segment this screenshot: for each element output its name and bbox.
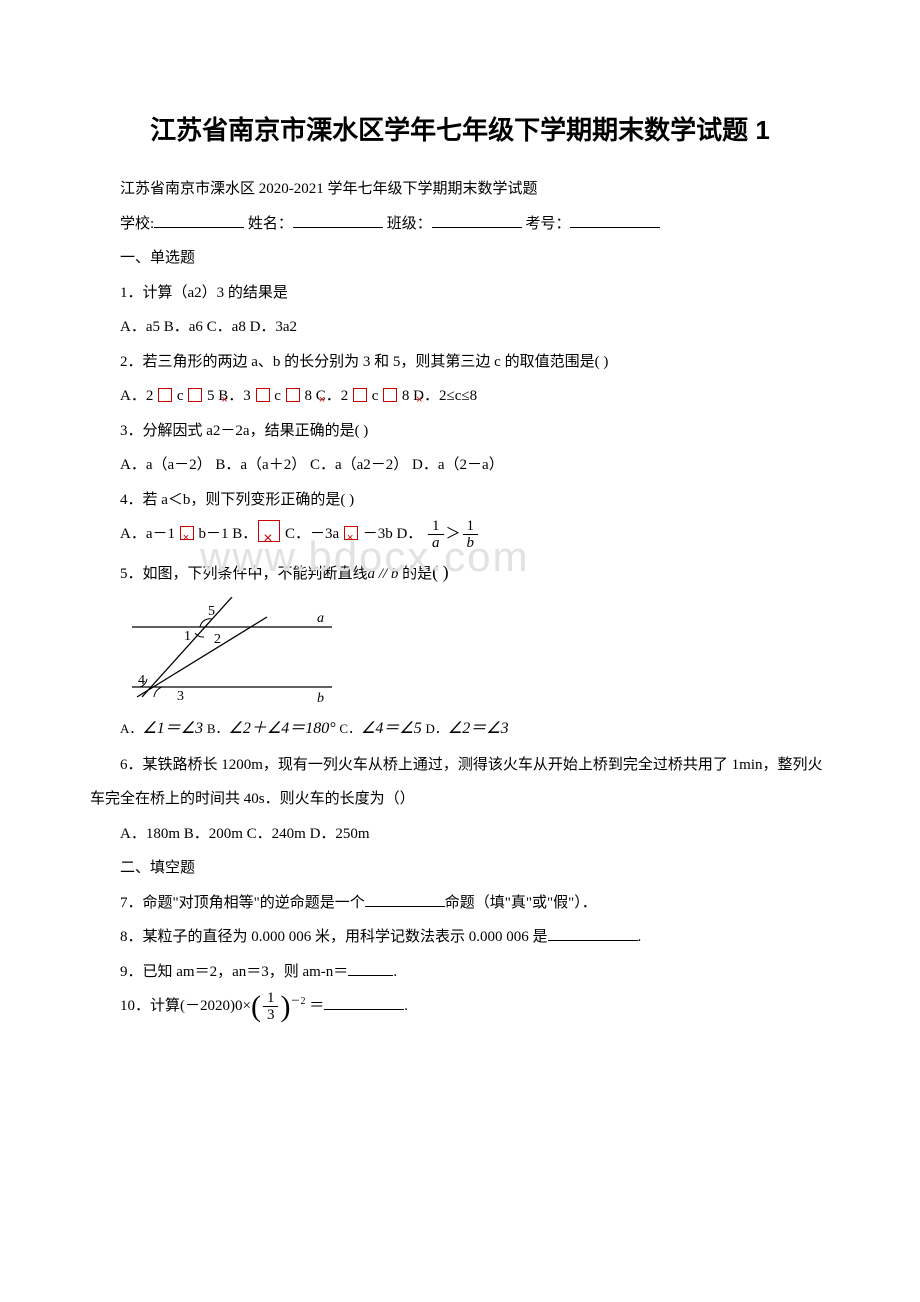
examno-blank bbox=[570, 211, 660, 228]
fraction-1-over-b: 1b bbox=[463, 518, 479, 552]
q2-opt-a-pre: A．2 bbox=[120, 388, 157, 404]
broken-icon bbox=[158, 388, 172, 402]
angle-3: 3 bbox=[177, 689, 184, 702]
q9-pre: 9．已知 am＝2，an＝3，则 am-n＝ bbox=[120, 964, 348, 980]
frac-num: 1 bbox=[428, 518, 444, 536]
q3-stem: 3．分解因式 a2－2a，结果正确的是( ) bbox=[90, 414, 830, 449]
angle-1: 1 bbox=[184, 629, 191, 644]
examno-label: 考号： bbox=[525, 216, 570, 232]
frac-den: 3 bbox=[263, 1007, 279, 1024]
exponent: －2 bbox=[290, 996, 305, 1007]
fraction-1-over-a: 1a bbox=[428, 518, 444, 552]
q8-blank bbox=[548, 925, 638, 942]
section2-title: 二、填空题 bbox=[90, 851, 830, 886]
q5-opt-c-lbl: C． bbox=[339, 721, 361, 736]
q8-pre: 8．某粒子的直径为 0.000 006 米，用科学记数法表示 0.000 006… bbox=[120, 929, 548, 945]
q10-post: . bbox=[404, 998, 408, 1014]
class-label: 班级： bbox=[387, 216, 432, 232]
q10-pre: 10．计算(－2020)0× bbox=[120, 998, 251, 1014]
frac-den: a bbox=[428, 535, 444, 552]
q5-opt-d: ∠2＝∠3 bbox=[448, 720, 509, 737]
left-paren-icon: ( bbox=[251, 992, 261, 1022]
q9-post: . bbox=[393, 964, 397, 980]
right-paren-icon: ) bbox=[280, 992, 290, 1022]
q2-stem: 2．若三角形的两边 a、b 的长分别为 3 和 5，则其第三边 c 的取值范围是… bbox=[90, 345, 830, 380]
school-label: 学校: bbox=[120, 216, 154, 232]
q5-opt-a: ∠1＝∠3 bbox=[142, 720, 203, 737]
q10-eq: ＝ bbox=[305, 998, 324, 1014]
class-blank bbox=[432, 211, 522, 228]
q10: 10．计算(－2020)0×(13)－2 ＝. bbox=[120, 989, 830, 1024]
broken-icon bbox=[256, 388, 270, 402]
frac-den: b bbox=[463, 535, 479, 552]
q4-opt-a-post: b－1 B． bbox=[195, 526, 258, 542]
broken-icon bbox=[286, 388, 300, 402]
name-blank bbox=[293, 211, 383, 228]
transversal-2 bbox=[137, 617, 267, 697]
q2-opts: A．2 c 5 B．3 c 8 C．2 c 8 D．2≤c≤8 bbox=[90, 379, 830, 414]
section1-title: 一、单选题 bbox=[90, 241, 830, 276]
q4-opt-c-pre: C．－3a bbox=[281, 526, 343, 542]
q8: 8．某粒子的直径为 0.000 006 米，用科学记数法表示 0.000 006… bbox=[90, 920, 830, 955]
q4-opt-c-post: －3b D． bbox=[359, 526, 422, 542]
label-a: a bbox=[317, 611, 324, 626]
arc-3 bbox=[154, 687, 162, 697]
q1-stem: 1．计算（a2）3 的结果是 bbox=[90, 276, 830, 311]
q5-stem-pre: 5．如图，下列条件中，不能判断直线 bbox=[120, 566, 368, 582]
q5-stem: 5．如图，下列条件中，不能判断直线a // b 的是( ) bbox=[90, 552, 830, 593]
q6-stem: 6．某铁路桥长 1200m，现有一列火车从桥上通过，测得该火车从开始上桥到完全过… bbox=[90, 748, 830, 817]
frac-num: 1 bbox=[463, 518, 479, 536]
label-b: b bbox=[317, 691, 324, 702]
q5-opts: A．∠1＝∠3 B．∠2＋∠4＝180° C．∠4＝∠5 D．∠2＝∠3 bbox=[120, 711, 830, 748]
broken-icon bbox=[383, 388, 397, 402]
q6-opts: A．180m B．200m C．240m D．250m bbox=[90, 817, 830, 852]
q5-paren: ( ) bbox=[432, 562, 449, 582]
q7-pre: 7．命题"对顶角相等"的逆命题是一个 bbox=[120, 895, 365, 911]
q5-cond: a // b bbox=[368, 566, 399, 582]
q3-opts: A．a（a－2） B．a（a＋2） C．a（a2－2） D．a（2－a） bbox=[90, 448, 830, 483]
frac-num: 1 bbox=[263, 990, 279, 1008]
broken-icon bbox=[258, 520, 280, 542]
q9-blank bbox=[348, 959, 393, 976]
q9: 9．已知 am＝2，an＝3，则 am-n＝. bbox=[90, 955, 830, 990]
gt-sign: ＞ bbox=[446, 526, 461, 542]
school-blank bbox=[154, 211, 244, 228]
q5-opt-b-lbl: B． bbox=[207, 721, 229, 736]
q10-blank bbox=[324, 994, 404, 1011]
name-label: 姓名： bbox=[248, 216, 293, 232]
subtitle: 江苏省南京市溧水区 2020-2021 学年七年级下学期期末数学试题 bbox=[90, 172, 830, 207]
q5-opt-b: ∠2＋∠4＝180° bbox=[229, 720, 336, 737]
q8-post: . bbox=[638, 929, 642, 945]
angle-5: 5 bbox=[208, 604, 215, 619]
q5-opt-d-lbl: D． bbox=[425, 721, 447, 736]
angle-4: 4 bbox=[138, 673, 145, 688]
header-row: 学校: 姓名： 班级： 考号： bbox=[90, 207, 830, 242]
broken-icon bbox=[353, 388, 367, 402]
q5-diagram: a b 5 1 2 4 3 bbox=[122, 597, 830, 707]
q4-opts: www.bdocx.com A．a－1 b－1 B． C．－3a －3b D． … bbox=[90, 517, 830, 552]
q7-blank bbox=[365, 890, 445, 907]
broken-icon bbox=[188, 388, 202, 402]
q5-opt-c: ∠4＝∠5 bbox=[361, 720, 422, 737]
q4-stem: 4．若 a＜b，则下列变形正确的是( ) bbox=[90, 483, 830, 518]
broken-icon bbox=[344, 526, 358, 540]
q7-post: 命题（填"真"或"假"）． bbox=[445, 895, 597, 911]
page-title: 江苏省南京市溧水区学年七年级下学期期末数学试题 1 bbox=[90, 110, 830, 147]
q5-stem-post: 的是 bbox=[398, 566, 432, 582]
broken-icon bbox=[180, 526, 194, 540]
q5-opt-a-lbl: A． bbox=[120, 721, 142, 736]
q4-opt-a: A．a－1 bbox=[120, 526, 179, 542]
q1-opts: A．a5 B．a6 C．a8 D．3a2 bbox=[90, 310, 830, 345]
q7: 7．命题"对顶角相等"的逆命题是一个 命题（填"真"或"假"）． bbox=[90, 886, 830, 921]
angle-2: 2 bbox=[214, 632, 221, 647]
fraction-1-3: 13 bbox=[263, 990, 279, 1024]
